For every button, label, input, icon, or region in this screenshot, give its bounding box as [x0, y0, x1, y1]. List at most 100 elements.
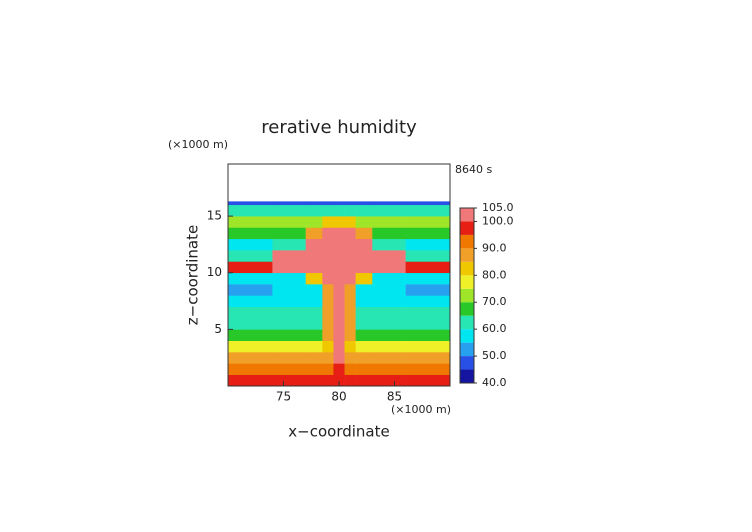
cell: [272, 306, 306, 319]
colorbar-tick-label: 80.0: [482, 268, 507, 281]
cell: [305, 201, 323, 206]
cell: [405, 329, 451, 341]
cell: [272, 261, 306, 274]
cell: [272, 363, 306, 375]
cell: [344, 201, 356, 206]
cell: [305, 306, 323, 319]
cell: [322, 227, 334, 240]
cell: [322, 374, 334, 387]
time-label: 8640 s: [455, 163, 492, 176]
cell: [228, 204, 273, 217]
cell: [333, 318, 345, 330]
cell: [405, 227, 451, 240]
colorbar-tick-label: 100.0: [482, 214, 514, 227]
cell: [372, 318, 406, 330]
cell: [305, 352, 323, 364]
cell: [372, 204, 406, 217]
colorbar-band: [460, 248, 474, 262]
cell: [322, 204, 334, 217]
cell: [344, 352, 356, 364]
cell: [322, 329, 334, 341]
colorbar-band: [460, 234, 474, 249]
cell: [405, 261, 451, 274]
cell: [333, 352, 345, 364]
cell: [272, 374, 306, 387]
cell: [355, 216, 373, 228]
cell: [272, 238, 306, 251]
colorbar-band: [460, 221, 474, 235]
cell: [322, 318, 334, 330]
cell: [333, 250, 345, 262]
cell: [405, 352, 451, 364]
x-axis-label: x−coordinate: [288, 423, 389, 441]
cell: [372, 295, 406, 308]
cell: [333, 363, 345, 375]
cell: [372, 227, 406, 240]
cell: [355, 227, 373, 240]
cell: [305, 284, 323, 296]
colorbar-band: [460, 208, 474, 222]
cell: [228, 329, 273, 341]
colorbar-band: [460, 356, 474, 370]
cell: [355, 261, 373, 274]
cell: [333, 204, 345, 217]
cell: [333, 238, 345, 251]
cell: [355, 318, 373, 330]
cell: [228, 261, 273, 274]
x-unit: (×1000 m): [391, 403, 451, 416]
cell: [333, 201, 345, 206]
cell: [322, 306, 334, 319]
cell: [372, 216, 406, 228]
cell: [372, 352, 406, 364]
x-tick-label: 85: [387, 390, 402, 404]
colorbar-tick-label: 90.0: [482, 241, 507, 254]
cell: [372, 340, 406, 353]
cell: [322, 363, 334, 375]
cell: [344, 216, 356, 228]
cell: [272, 201, 306, 206]
cell: [272, 227, 306, 240]
cell: [228, 284, 273, 296]
cell: [228, 352, 273, 364]
colorbar-tick-label: 50.0: [482, 349, 507, 362]
y-axis-label: z−coordinate: [184, 225, 202, 325]
cell: [344, 204, 356, 217]
cell: [305, 204, 323, 217]
y-unit: (×1000 m): [168, 138, 228, 151]
cell: [272, 216, 306, 228]
cell: [228, 363, 273, 375]
cell: [272, 340, 306, 353]
x-tick-label: 75: [276, 390, 291, 404]
cell: [372, 201, 406, 206]
cell: [228, 216, 273, 228]
cell: [228, 374, 273, 387]
cell: [355, 272, 373, 285]
cell: [322, 295, 334, 308]
colorbar-band: [460, 261, 474, 276]
cell: [405, 318, 451, 330]
cell: [272, 295, 306, 308]
cell: [228, 227, 273, 240]
cell: [322, 261, 334, 274]
cell: [305, 329, 323, 341]
colorbar-tick-label: 60.0: [482, 322, 507, 335]
cell: [305, 238, 323, 251]
cell: [344, 261, 356, 274]
cell: [372, 250, 406, 262]
cell: [333, 227, 345, 240]
colorbar-band: [460, 275, 474, 289]
cell: [305, 318, 323, 330]
cell: [333, 284, 345, 296]
cell: [344, 250, 356, 262]
colorbar-tick-label: 70.0: [482, 295, 507, 308]
cell: [344, 227, 356, 240]
cell: [355, 352, 373, 364]
cell: [272, 352, 306, 364]
cell: [344, 374, 356, 387]
cell: [405, 284, 451, 296]
cell: [305, 261, 323, 274]
cell: [405, 363, 451, 375]
colorbar-band: [460, 315, 474, 330]
cell: [333, 261, 345, 274]
